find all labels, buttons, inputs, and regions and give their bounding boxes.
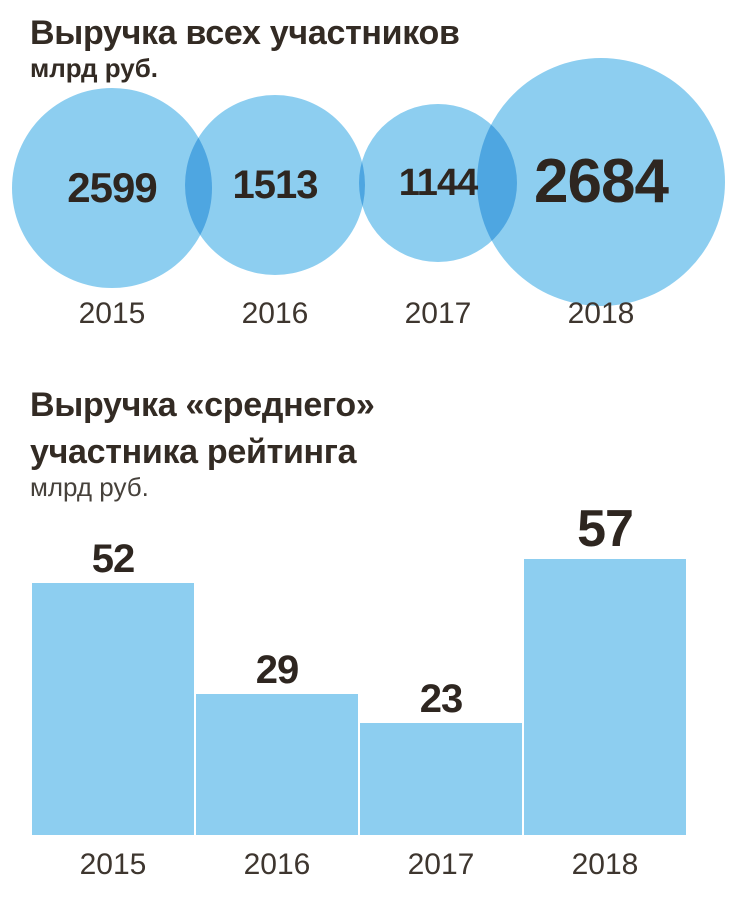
bar-value-2018: 57 xyxy=(577,500,634,558)
bar-value-2015: 52 xyxy=(91,537,135,581)
bar-year-2018: 2018 xyxy=(571,848,639,881)
bar-value-2017: 23 xyxy=(419,677,463,721)
bar-year-2015: 2015 xyxy=(79,848,147,881)
bar-2016 xyxy=(196,694,358,835)
bar-chart-unit-label: млрд руб. xyxy=(30,472,149,502)
bubble-circle-2018 xyxy=(477,58,725,306)
bar-2017 xyxy=(360,723,522,835)
bubble-circle-2016 xyxy=(185,95,365,275)
bubble-year-2016: 2016 xyxy=(241,297,309,330)
bar-chart-title-line1: Выручка «среднего» xyxy=(30,386,375,424)
bubble-value-2015: 2599 xyxy=(67,164,157,211)
bubble-year-2015: 2015 xyxy=(78,297,146,330)
bubble-circle-2015 xyxy=(12,88,212,288)
bar-year-2017: 2017 xyxy=(407,848,475,881)
bar-chart-title-line2: участника рейтинга xyxy=(30,433,357,471)
bar-value-2016: 29 xyxy=(255,648,299,692)
bar-year-2016: 2016 xyxy=(243,848,311,881)
bar-chart-title: Выручка «среднего» участника рейтинга xyxy=(30,382,375,476)
bubble-chart-title: Выручка всех участников xyxy=(30,14,460,52)
bar-2015 xyxy=(32,583,194,835)
bubble-value-2017: 1144 xyxy=(398,162,478,204)
bubble-value-2016: 1513 xyxy=(232,163,319,207)
bubble-chart-unit-label: млрд руб. xyxy=(30,53,158,83)
bar-2018 xyxy=(524,559,686,835)
bubble-year-2017: 2017 xyxy=(404,297,472,330)
bubble-value-2018: 2684 xyxy=(534,147,669,216)
bubble-year-2018: 2018 xyxy=(567,297,635,330)
